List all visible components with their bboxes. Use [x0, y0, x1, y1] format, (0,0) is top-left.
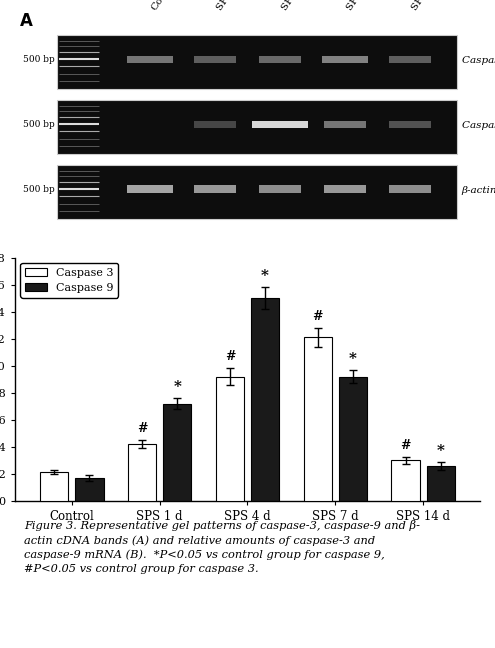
Bar: [259, 56, 301, 63]
Bar: [390, 56, 431, 63]
Bar: [324, 121, 366, 128]
Text: 500 bp: 500 bp: [23, 55, 54, 64]
Legend: Caspase 3, Caspase 9: Caspase 3, Caspase 9: [20, 263, 118, 297]
Bar: [251, 298, 279, 501]
Text: *: *: [349, 352, 357, 365]
Text: *: *: [437, 444, 445, 457]
Text: A: A: [19, 12, 32, 30]
Text: #: #: [400, 439, 411, 452]
Text: SPS 7 d: SPS 7 d: [345, 0, 376, 12]
Text: Control: Control: [150, 0, 180, 12]
Bar: [339, 376, 367, 501]
Bar: [127, 56, 173, 63]
Bar: [75, 478, 103, 501]
Bar: [392, 460, 420, 501]
Bar: [57, 165, 457, 218]
Text: #: #: [225, 350, 235, 363]
Text: β-actin: β-actin: [461, 187, 495, 195]
Bar: [194, 56, 236, 63]
Bar: [128, 444, 156, 501]
Bar: [194, 185, 236, 193]
Bar: [216, 376, 244, 501]
Text: Caspase 9: Caspase 9: [461, 121, 495, 130]
Text: 500 bp: 500 bp: [23, 185, 54, 194]
Text: Caspase 3: Caspase 3: [461, 56, 495, 65]
Bar: [40, 472, 68, 501]
Bar: [304, 338, 332, 501]
Text: 500 bp: 500 bp: [23, 120, 54, 129]
Text: SPS 1 d: SPS 1 d: [215, 0, 246, 12]
Bar: [324, 185, 366, 193]
Bar: [390, 185, 431, 193]
Text: *: *: [173, 380, 181, 394]
Bar: [390, 121, 431, 128]
Bar: [163, 404, 191, 501]
Bar: [259, 185, 301, 193]
Text: #: #: [137, 422, 148, 435]
Bar: [322, 56, 368, 63]
Bar: [194, 121, 236, 128]
Bar: [252, 121, 308, 128]
Text: SPS 4 d: SPS 4 d: [280, 0, 311, 12]
Text: #: #: [312, 310, 323, 323]
Bar: [427, 466, 455, 501]
Text: SPS 14 d: SPS 14 d: [410, 0, 445, 12]
Bar: [57, 100, 457, 154]
Text: *: *: [261, 270, 269, 283]
Bar: [127, 185, 173, 193]
Bar: [57, 35, 457, 89]
Text: Figure 3. Representative gel patterns of caspase-3, caspase-9 and β-
actin cDNA : Figure 3. Representative gel patterns of…: [24, 520, 420, 573]
